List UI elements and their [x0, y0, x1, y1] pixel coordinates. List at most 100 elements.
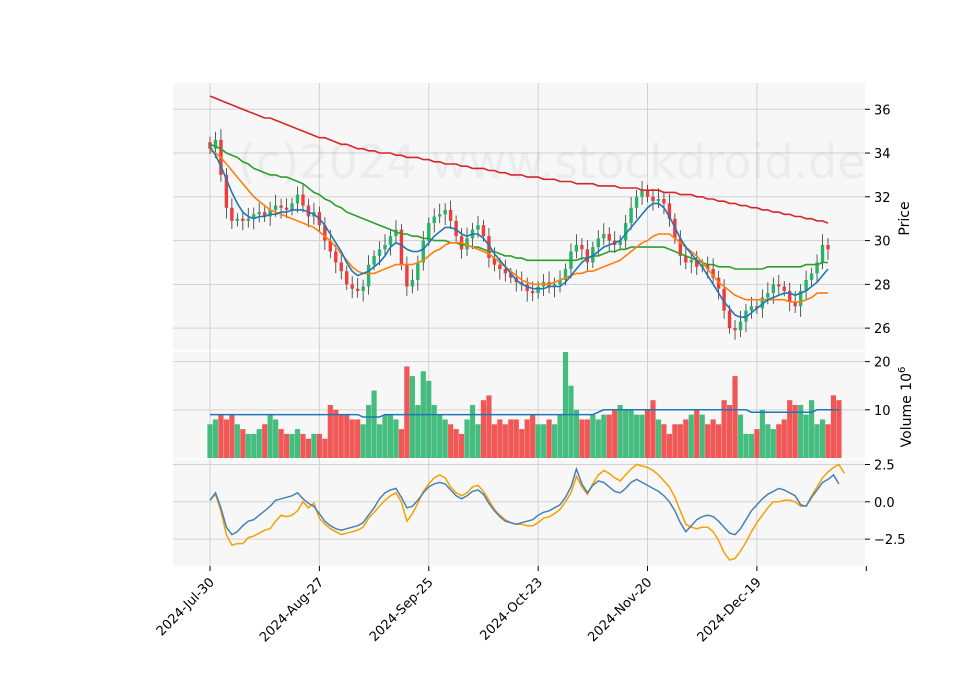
candle-body [585, 249, 590, 263]
volume-bar [825, 424, 831, 458]
volume-bar [344, 414, 350, 458]
volume-bar [234, 424, 240, 458]
volume-bar [393, 419, 399, 458]
volume-bar [579, 419, 585, 458]
candle-body [284, 207, 289, 210]
volume-bar [650, 400, 656, 458]
candle-body [405, 264, 409, 287]
volume-bar [530, 414, 536, 458]
candle-body [366, 264, 371, 287]
candle-body [744, 310, 748, 322]
candle-body [749, 306, 754, 311]
volume-bar [311, 433, 317, 458]
candle-body [809, 273, 814, 280]
volume-bar [551, 424, 558, 458]
candle-body [727, 310, 732, 329]
candle-body [301, 194, 305, 206]
price-y-tick-label: 34 [874, 147, 891, 162]
ma-short-line [209, 146, 829, 318]
candle-body [689, 260, 693, 263]
macd-y-tick-label: 2.5 [874, 458, 895, 473]
x-tick-label: 2024-Dec-19 [695, 575, 765, 645]
volume-bar [732, 376, 738, 458]
volume-bar [404, 366, 410, 458]
candle-body [252, 214, 256, 219]
volume-bar [787, 400, 793, 458]
volume-bar [453, 429, 459, 458]
volume-bar [584, 419, 590, 458]
volume-axis-label-exponent: 6 [897, 367, 908, 373]
candle-body [793, 301, 797, 307]
volume-bar [469, 405, 476, 458]
volume-bar [776, 424, 782, 458]
candle-body [224, 174, 229, 208]
x-tick-label: 2024-Sep-25 [367, 575, 437, 645]
volume-axis-label: Volume 106 [897, 367, 915, 448]
volume-bar [672, 424, 678, 458]
volume-bar [415, 405, 421, 458]
candle-body [438, 214, 442, 217]
candle-body [760, 297, 765, 309]
candle-body [563, 269, 568, 280]
volume-bar [819, 419, 826, 458]
candle-body [552, 284, 557, 287]
volume-bar [355, 419, 361, 458]
candle-body [645, 190, 650, 197]
volume-bar [568, 385, 574, 458]
volume-bar [743, 433, 749, 458]
candle-body [443, 209, 447, 215]
volume-bar [300, 433, 306, 458]
volume-bar [683, 419, 689, 458]
candle-body [520, 282, 524, 285]
volume-bar [333, 409, 339, 458]
volume-bar [694, 409, 700, 458]
candle-body [766, 293, 770, 298]
candle-body [279, 205, 283, 208]
volume-bar [699, 414, 705, 458]
candle-body [525, 284, 529, 291]
candle-body [355, 288, 360, 291]
volume-bar [305, 438, 312, 458]
candle-body [623, 223, 628, 241]
candle-body [476, 225, 480, 230]
price-axis-label: Price [897, 201, 913, 235]
volume-bar [273, 419, 279, 458]
volume-bar [464, 419, 470, 458]
candle-body [684, 255, 688, 263]
candle-body [416, 262, 420, 280]
candle-body [558, 279, 562, 285]
volume-axis-label-text: Volume 10 [899, 373, 915, 447]
candle-body [339, 262, 343, 272]
volume-bar [836, 400, 842, 458]
volume-bar [623, 409, 629, 458]
macd-y-tick-label: −2.5 [874, 533, 906, 548]
volume-bar [721, 400, 727, 458]
macd-line [209, 466, 840, 536]
ma-long-line [209, 143, 828, 270]
candle-body [399, 229, 404, 265]
candle-body [208, 142, 212, 149]
candle-body [777, 284, 781, 287]
volume-bar [535, 424, 541, 458]
volume-bar [497, 419, 503, 458]
volume-bar [283, 433, 290, 458]
volume-bar [628, 409, 634, 458]
candle-body [503, 269, 508, 274]
volume-bar [688, 414, 694, 458]
candle-body [421, 240, 425, 263]
candle-body [454, 220, 458, 237]
volume-bar [573, 409, 580, 458]
volume-bar [289, 433, 295, 458]
x-tick-label: 2024-Aug-27 [257, 575, 327, 645]
volume-bar [748, 433, 755, 458]
candle-body [394, 229, 398, 237]
volume-bar [661, 424, 667, 458]
volume-bar [612, 409, 618, 458]
candle-body [782, 286, 786, 291]
volume-bar [338, 414, 344, 458]
volume-bar [240, 429, 246, 458]
candle-body [596, 238, 600, 248]
volume-bar [409, 376, 415, 458]
